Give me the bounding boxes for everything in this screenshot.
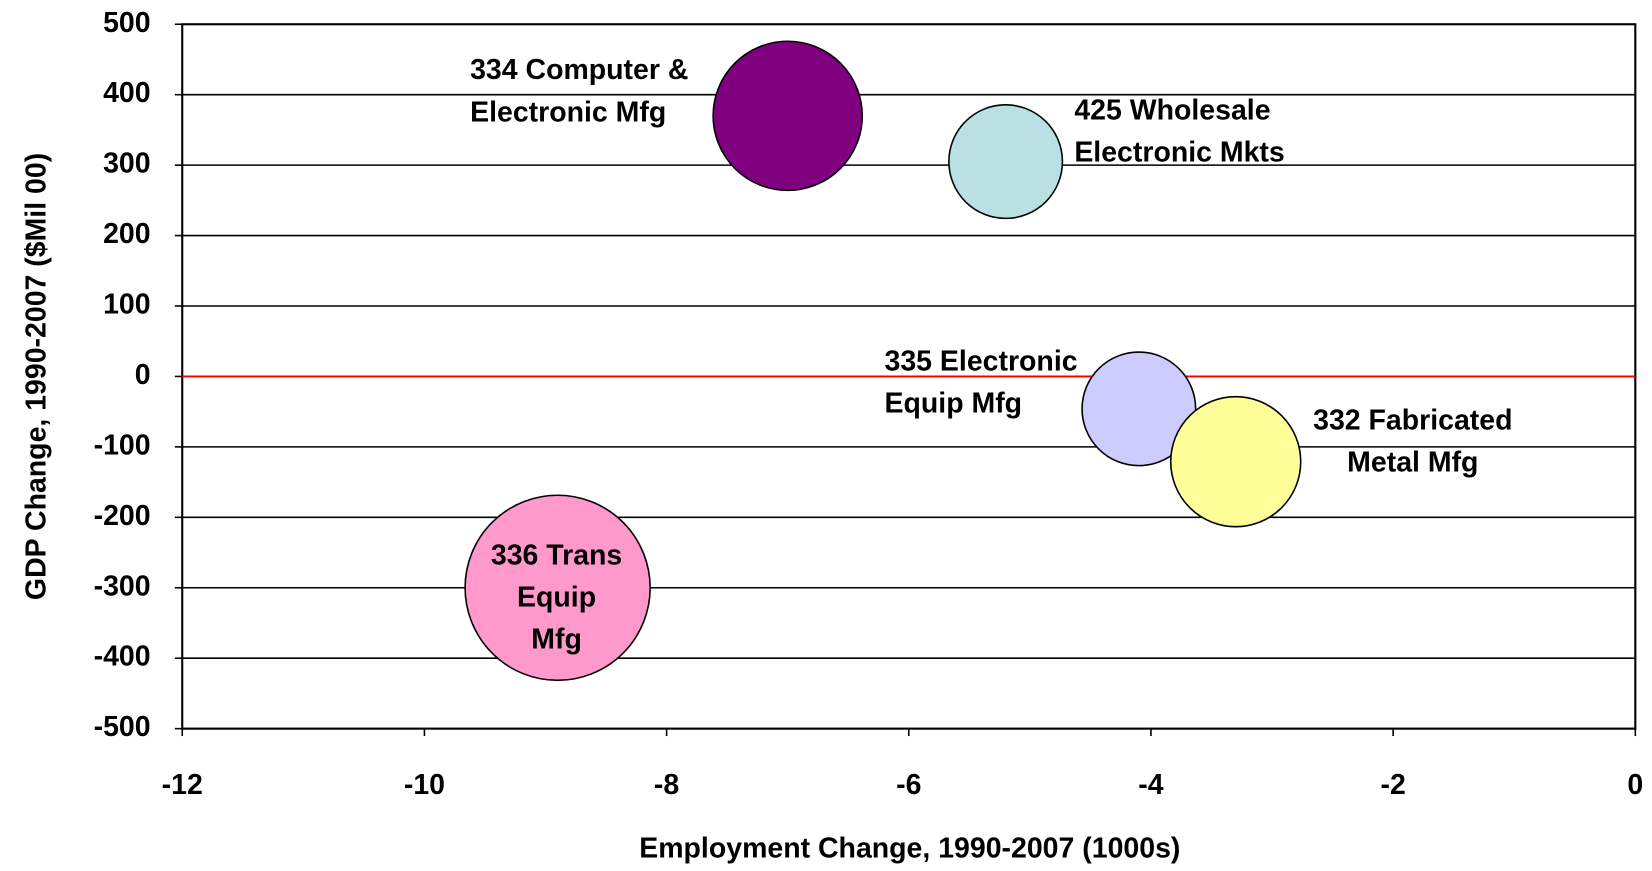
bubble-label: Electronic Mfg [470, 96, 666, 128]
y-tick-label: -500 [94, 711, 151, 743]
bubble-label: Equip Mfg [885, 387, 1023, 419]
y-tick-label: 200 [103, 218, 151, 250]
bubble-label: 332 Fabricated [1313, 404, 1512, 436]
y-tick-label: -100 [94, 429, 151, 461]
bubble-label: 334 Computer & [470, 54, 688, 86]
x-tick-label: -8 [654, 769, 679, 801]
bubble [1081, 351, 1197, 467]
x-tick-label: 0 [1627, 769, 1643, 801]
bubble [712, 40, 864, 192]
x-axis-title: Employment Change, 1990-2007 (1000s) [639, 832, 1180, 864]
y-tick-label: 500 [103, 7, 151, 39]
bubble-label: Metal Mfg [1347, 446, 1478, 478]
bubble-label: Equip [517, 581, 596, 613]
y-tick-label: 0 [135, 359, 151, 391]
bubble-label: Electronic Mkts [1074, 136, 1284, 168]
x-tick-label: -4 [1138, 769, 1163, 801]
y-tick-label: 300 [103, 148, 151, 180]
y-axis-title: GDP Change, 1990-2007 ($Mil 00) [20, 153, 52, 600]
bubble-label: 335 Electronic [885, 345, 1078, 377]
x-tick-label: -2 [1380, 769, 1405, 801]
bubble-label: 425 Wholesale [1074, 94, 1270, 126]
y-tick-label: -200 [94, 500, 151, 532]
y-tick-label: -300 [94, 570, 151, 602]
bubble [1169, 395, 1302, 528]
x-tick-label: -10 [404, 769, 445, 801]
y-tick-label: -400 [94, 641, 151, 673]
bubble-label: 336 Trans [491, 539, 622, 571]
x-tick-label: -12 [162, 769, 203, 801]
bubble-label: Mfg [531, 624, 582, 656]
x-tick-label: -6 [896, 769, 921, 801]
y-tick-label: 400 [103, 77, 151, 109]
bubble [464, 494, 651, 682]
bubble [948, 104, 1064, 220]
y-tick-label: 100 [103, 289, 151, 321]
